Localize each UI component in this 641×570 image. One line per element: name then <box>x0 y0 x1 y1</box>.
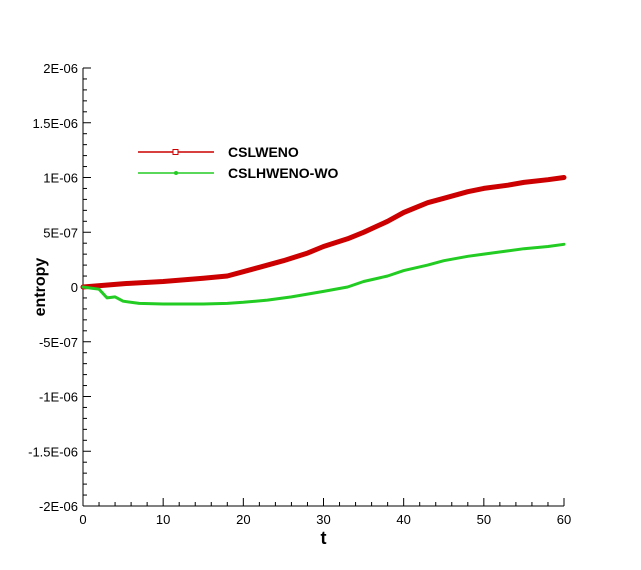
x-tick-label: 50 <box>477 512 491 527</box>
y-tick-label: 2E-06 <box>43 61 78 76</box>
y-tick-label: 1.5E-06 <box>32 116 78 131</box>
legend-marker-square <box>172 149 179 155</box>
legend-label-2: CSLHWENO-WO <box>228 165 339 181</box>
y-tick-label: 0 <box>71 280 78 295</box>
y-tick-label: -5E-07 <box>39 335 78 350</box>
legend-label-1: CSLWENO <box>228 144 299 160</box>
y-tick-label: -1E-06 <box>39 390 78 405</box>
y-tick-label: 5E-07 <box>43 225 78 240</box>
x-tick-label: 30 <box>316 512 330 527</box>
y-tick-label: -1.5E-06 <box>28 444 78 459</box>
series-line-1 <box>80 175 567 290</box>
y-tick-label: -2E-06 <box>39 499 78 514</box>
x-tick-label: 20 <box>236 512 250 527</box>
legend-marker-dot <box>174 171 178 175</box>
axes: -2E-06 -1.5E-06 -1E-06 -5E-07 0 5E-07 1E-06 1.5… <box>28 61 571 527</box>
series-layer <box>80 175 567 306</box>
x-tick-label: 60 <box>557 512 571 527</box>
x-tick-label: 10 <box>156 512 170 527</box>
y-tick-label: 1E-06 <box>43 171 78 186</box>
y-axis-title: entropy <box>32 258 49 317</box>
x-tick-label: 40 <box>396 512 410 527</box>
series-line-2 <box>81 242 566 306</box>
x-axis-title: t <box>321 528 327 548</box>
x-tick-label: 0 <box>79 512 86 527</box>
legend: CSLWENO CSLHWENO-WO <box>138 144 339 181</box>
